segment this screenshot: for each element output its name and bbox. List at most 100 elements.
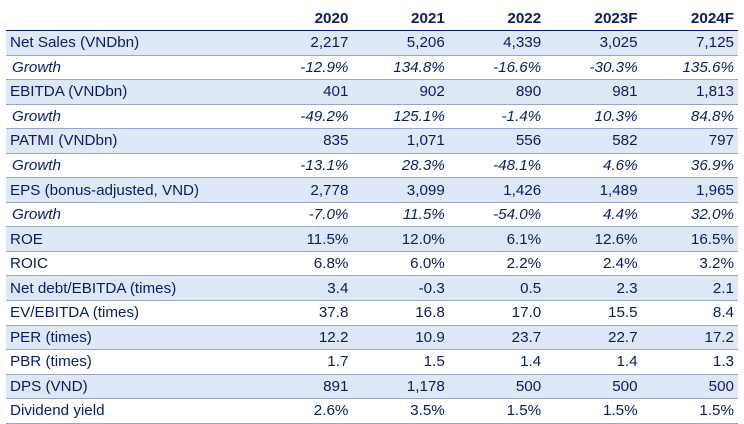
value-cell: 500: [448, 374, 546, 400]
value-cell: 1.5%: [545, 398, 642, 424]
value-cell: 2.1: [641, 275, 738, 302]
header-row: 2020 2021 2022 2023F 2024F: [6, 6, 738, 31]
value-cell: 3.2%: [641, 251, 738, 277]
row-label: Growth: [6, 153, 257, 179]
value-cell: 17.0: [448, 300, 546, 326]
year-header: 2021: [352, 6, 449, 31]
value-cell: -13.1%: [256, 153, 353, 179]
value-cell: 125.1%: [352, 104, 449, 130]
value-cell: 6.8%: [256, 251, 353, 277]
row-label: Dividend yield: [6, 398, 257, 424]
value-cell: 3,025: [545, 30, 642, 56]
value-cell: -48.1%: [448, 153, 546, 179]
value-cell: 835: [256, 128, 353, 154]
row-label: Net Sales (VNDbn): [6, 30, 257, 56]
year-header: 2020: [256, 6, 353, 31]
value-cell: 11.5%: [256, 226, 353, 252]
financial-table-page: 2020 2021 2022 2023F 2024F Net Sales (VN…: [0, 6, 744, 424]
value-cell: 2.4%: [545, 251, 642, 277]
value-cell: -1.4%: [448, 104, 546, 130]
value-cell: 28.3%: [352, 153, 449, 179]
value-cell: 1.5: [352, 349, 449, 375]
value-cell: 891: [256, 374, 353, 400]
table-row: ROE 11.5% 12.0% 6.1% 12.6% 16.5%: [6, 226, 738, 252]
value-cell: 23.7: [448, 325, 546, 351]
value-cell: 4.4%: [545, 202, 642, 228]
value-cell: 32.0%: [641, 202, 738, 228]
value-cell: 0.5: [448, 275, 546, 302]
value-cell: 1.4: [448, 349, 546, 375]
value-cell: 1.5%: [641, 398, 738, 424]
value-cell: 6.1%: [448, 226, 546, 252]
value-cell: 22.7: [545, 325, 642, 351]
value-cell: 10.9: [352, 325, 449, 351]
value-cell: 981: [545, 79, 642, 105]
value-cell: 134.8%: [352, 55, 449, 81]
value-cell: 1,426: [448, 177, 546, 203]
row-label: EBITDA (VNDbn): [6, 79, 257, 105]
value-cell: -54.0%: [448, 202, 546, 228]
value-cell: 5,206: [352, 30, 449, 56]
row-label: Growth: [6, 202, 257, 228]
value-cell: -30.3%: [545, 55, 642, 81]
value-cell: 902: [352, 79, 449, 105]
row-label: EPS (bonus-adjusted, VND): [6, 177, 257, 203]
value-cell: 12.6%: [545, 226, 642, 252]
header-corner: [6, 6, 257, 31]
value-cell: 500: [641, 374, 738, 400]
value-cell: 797: [641, 128, 738, 154]
value-cell: 7,125: [641, 30, 738, 56]
value-cell: 12.2: [256, 325, 353, 351]
value-cell: -49.2%: [256, 104, 353, 130]
row-label: Net debt/EBITDA (times): [6, 275, 257, 302]
value-cell: 6.0%: [352, 251, 449, 277]
row-label: ROIC: [6, 251, 257, 277]
table-header: 2020 2021 2022 2023F 2024F: [6, 6, 738, 31]
table-row: Dividend yield 2.6% 3.5% 1.5% 1.5% 1.5%: [6, 398, 738, 424]
value-cell: -12.9%: [256, 55, 353, 81]
table-row: ROIC 6.8% 6.0% 2.2% 2.4% 3.2%: [6, 251, 738, 277]
row-label: Growth: [6, 55, 257, 81]
table-row: PBR (times) 1.7 1.5 1.4 1.4 1.3: [6, 349, 738, 375]
value-cell: 1,071: [352, 128, 449, 154]
table-row: Growth -7.0% 11.5% -54.0% 4.4% 32.0%: [6, 202, 738, 228]
table-row: Growth -49.2% 125.1% -1.4% 10.3% 84.8%: [6, 104, 738, 130]
value-cell: 2,778: [256, 177, 353, 203]
year-header: 2023F: [545, 6, 642, 31]
value-cell: 401: [256, 79, 353, 105]
value-cell: 8.4: [641, 300, 738, 326]
table-row: Growth -12.9% 134.8% -16.6% -30.3% 135.6%: [6, 55, 738, 81]
table-row: EV/EBITDA (times) 37.8 16.8 17.0 15.5 8.4: [6, 300, 738, 326]
value-cell: 1.7: [256, 349, 353, 375]
value-cell: 12.0%: [352, 226, 449, 252]
value-cell: 3.5%: [352, 398, 449, 424]
value-cell: 15.5: [545, 300, 642, 326]
value-cell: 4,339: [448, 30, 546, 56]
table-row: Growth -13.1% 28.3% -48.1% 4.6% 36.9%: [6, 153, 738, 179]
value-cell: 890: [448, 79, 546, 105]
table-row: Net Sales (VNDbn) 2,217 5,206 4,339 3,025 7,1…: [6, 30, 738, 56]
value-cell: 1,489: [545, 177, 642, 203]
table-body: Net Sales (VNDbn) 2,217 5,206 4,339 3,025 7,1…: [6, 30, 738, 424]
value-cell: 135.6%: [641, 55, 738, 81]
table-row: Net debt/EBITDA (times) 3.4 -0.3 0.5 2.3 2.1: [6, 275, 738, 302]
row-label: EV/EBITDA (times): [6, 300, 257, 326]
row-label: Growth: [6, 104, 257, 130]
row-label: PER (times): [6, 325, 257, 351]
row-label: DPS (VND): [6, 374, 257, 400]
value-cell: 1.4: [545, 349, 642, 375]
value-cell: 4.6%: [545, 153, 642, 179]
value-cell: 16.8: [352, 300, 449, 326]
value-cell: 1.5%: [448, 398, 546, 424]
value-cell: 37.8: [256, 300, 353, 326]
value-cell: -16.6%: [448, 55, 546, 81]
value-cell: 1.3: [641, 349, 738, 375]
value-cell: 3,099: [352, 177, 449, 203]
value-cell: 1,965: [641, 177, 738, 203]
value-cell: 10.3%: [545, 104, 642, 130]
row-label: PATMI (VNDbn): [6, 128, 257, 154]
value-cell: 36.9%: [641, 153, 738, 179]
row-label: PBR (times): [6, 349, 257, 375]
value-cell: 11.5%: [352, 202, 449, 228]
table-row: EBITDA (VNDbn) 401 902 890 981 1,813: [6, 79, 738, 105]
